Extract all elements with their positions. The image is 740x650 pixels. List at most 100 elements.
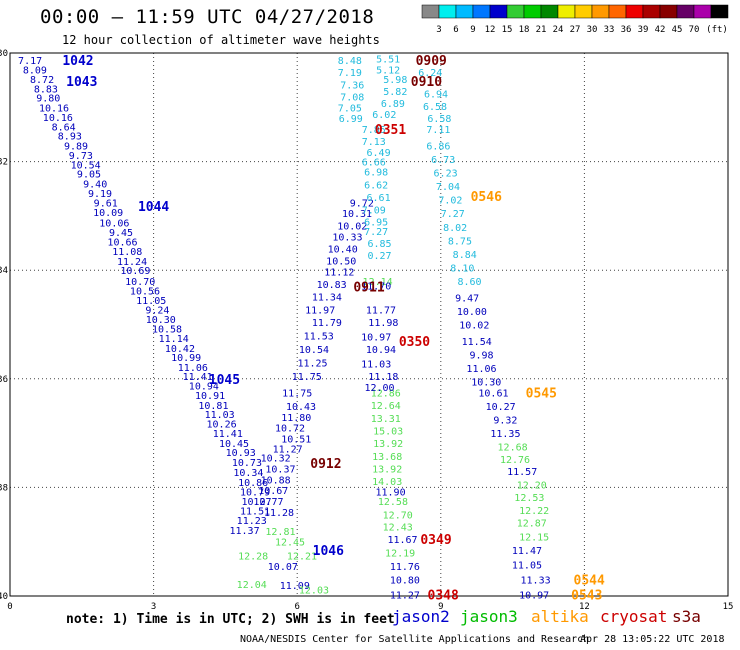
wave-height-value: 11.06 xyxy=(466,364,496,375)
wave-height-value: 11.08 xyxy=(112,247,142,258)
pass-time-label: 1044 xyxy=(138,200,169,215)
wave-height-value: 12.19 xyxy=(385,549,415,560)
wave-height-value: 10.02 xyxy=(337,222,367,233)
wave-height-value: 11.34 xyxy=(312,292,342,303)
wave-height-value: 6.58 xyxy=(427,114,451,125)
colorbar-swatch xyxy=(438,4,457,19)
footer-credit: NOAA/NESDIS Center for Satellite Applica… xyxy=(240,634,590,645)
wave-height-value: 12.21 xyxy=(287,551,317,562)
wave-height-value: 12.14 xyxy=(363,277,393,288)
wave-height-value: 9.72 xyxy=(350,198,374,209)
pass-time-label: 0911 xyxy=(353,280,384,295)
wave-height-value: 11.75 xyxy=(282,388,312,399)
colorbar-tick-label: 30 xyxy=(587,25,598,35)
colorbar-swatch xyxy=(489,4,508,19)
wave-height-value: 11.80 xyxy=(281,413,311,424)
pass-time-label: 0909 xyxy=(416,54,447,69)
wave-height-value: 10.00 xyxy=(457,307,487,318)
pass-time-label: 0544 xyxy=(574,574,605,589)
colorbar-swatch xyxy=(642,4,661,19)
wave-height-value: 11.76 xyxy=(390,562,420,573)
chart-subtitle: 12 hour collection of altimeter wave hei… xyxy=(62,33,380,47)
wave-height-value: 10.43 xyxy=(286,402,316,413)
data-points: 7.178.098.728.839.8010.1610.168.648.939.… xyxy=(18,54,551,601)
pass-time-label: 0543 xyxy=(571,588,602,603)
pass-time-label: 1042 xyxy=(62,54,93,69)
wave-height-value: 11.75 xyxy=(292,372,322,383)
wave-height-value: 7.85 xyxy=(362,125,386,136)
wave-height-value: 7.08 xyxy=(340,92,364,103)
wave-height-value: 11.51 xyxy=(240,507,270,518)
y-tick-label: 38 xyxy=(0,483,8,493)
colorbar-tick-label: 33 xyxy=(604,25,615,35)
wave-height-value: 12.43 xyxy=(383,522,413,533)
wave-height-value: 10.88 xyxy=(261,475,291,486)
wave-height-value: 12.64 xyxy=(371,401,401,412)
wave-height-value: 10.07 xyxy=(268,562,298,573)
colorbar-tick-label: 45 xyxy=(672,25,683,35)
wave-height-value: 11.41 xyxy=(183,372,213,383)
pass-labels: 1042 1043 1044 1045 1046 0909 0910 0351 0546 0911… xyxy=(62,54,605,603)
wave-height-value: 11.53 xyxy=(304,331,334,342)
wave-height-value: 10.34 xyxy=(233,468,263,479)
wave-height-value: 11.03 xyxy=(361,360,391,371)
wave-height-value: 11.05 xyxy=(512,561,542,572)
wave-height-value: 7.09 xyxy=(362,205,386,216)
wave-height-value: 11.57 xyxy=(507,467,537,478)
wave-height-value: 10.61 xyxy=(478,388,508,399)
wave-height-value: 11.27 xyxy=(273,444,303,455)
wave-height-value: 10.83 xyxy=(317,280,347,291)
wave-height-value: 11.90 xyxy=(375,488,405,499)
satellite-legend-altika: altika xyxy=(531,607,589,626)
wave-height-value: 10.97 xyxy=(519,590,549,601)
wave-height-value: 10.81 xyxy=(198,401,228,412)
wave-height-value: 12.87 xyxy=(517,519,547,530)
wave-height-value: 10.27 xyxy=(486,402,516,413)
wave-height-value: 8.75 xyxy=(448,236,472,247)
wave-height-value: 7.05 xyxy=(338,103,362,114)
wave-height-value: 12.28 xyxy=(238,551,268,562)
wave-height-value: 9.05 xyxy=(77,170,101,181)
wave-height-value: 10.51 xyxy=(281,435,311,446)
colorbar-tick-label: 42 xyxy=(655,25,666,35)
wave-height-value: 11.14 xyxy=(159,334,189,345)
wave-height-value: 10.50 xyxy=(326,256,356,267)
wave-height-value: 10.67 xyxy=(258,486,288,497)
x-tick-label: 12 xyxy=(579,602,590,612)
colorbar-swatch xyxy=(506,4,525,19)
wave-height-value: 12.70 xyxy=(383,511,413,522)
colorbar-tick-label: 3 xyxy=(436,25,441,35)
wave-height-value: 10.94 xyxy=(189,381,219,392)
wave-height-value: 6.49 xyxy=(367,148,391,159)
wave-height-value: 12.03 xyxy=(299,585,329,596)
colorbar-swatch xyxy=(693,4,712,19)
chart-axes: 30323436384003691215 xyxy=(0,49,733,612)
wave-height-value: 0.27 xyxy=(367,251,391,262)
wave-height-value: 11.12 xyxy=(324,267,354,278)
wave-height-value: 9.80 xyxy=(36,94,60,105)
pass-time-label: 0910 xyxy=(411,75,442,90)
wave-height-value: 6.98 xyxy=(364,167,388,178)
wave-height-value: 11.70 xyxy=(361,281,391,292)
wave-height-value: 10.32 xyxy=(261,454,291,465)
colorbar-swatch xyxy=(659,4,678,19)
colorbar-swatch xyxy=(455,4,474,19)
colorbar-tick-label: 9 xyxy=(470,25,475,35)
wave-height-value: 10.73 xyxy=(232,458,262,469)
wave-height-value: 11.79 xyxy=(312,318,342,329)
colorbar-swatch xyxy=(591,4,610,19)
satellite-legend-s3a: s3a xyxy=(672,607,701,626)
wave-height-value: 8.02 xyxy=(443,223,467,234)
wave-height-value: 12.76 xyxy=(500,455,530,466)
wave-height-value: 8.09 xyxy=(23,65,47,76)
pass-time-label: 1043 xyxy=(66,75,97,90)
wave-height-value: 9.32 xyxy=(493,416,517,427)
colorbar-tick-label: 24 xyxy=(553,25,564,35)
colorbar-tick-label: 27 xyxy=(570,25,581,35)
wave-height-value: 10.93 xyxy=(226,448,256,459)
wave-height-value: 11.06 xyxy=(178,363,208,374)
y-tick-label: 40 xyxy=(0,592,8,602)
wave-height-value: 14.03 xyxy=(372,477,402,488)
wave-height-value: 10.06 xyxy=(99,218,129,229)
wave-height-value: 8.84 xyxy=(453,250,477,261)
